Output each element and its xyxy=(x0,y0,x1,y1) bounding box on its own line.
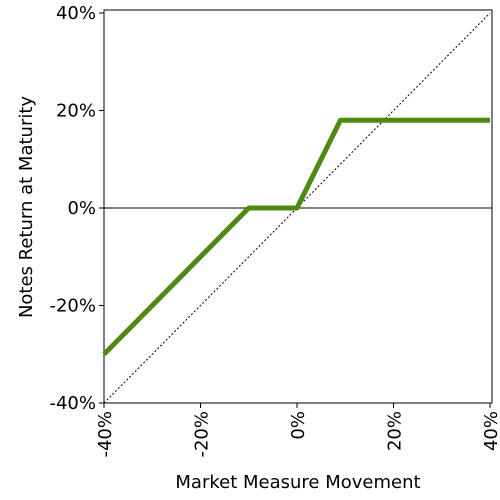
y-axis-title: Notes Return at Maturity xyxy=(16,96,37,318)
plot-frame xyxy=(103,9,493,404)
y-tick-label: 40% xyxy=(56,3,96,24)
x-tick-label: -20% xyxy=(192,411,213,458)
y-tick-label: 0% xyxy=(67,198,96,219)
y-tick-label: -20% xyxy=(49,296,96,317)
x-tick-label: -40% xyxy=(95,411,116,458)
payoff-line xyxy=(102,117,490,357)
y-tick-label: 20% xyxy=(56,101,96,122)
x-tick-label: 40% xyxy=(481,411,500,451)
x-axis-title: Market Measure Movement xyxy=(175,472,420,493)
x-tick-label: 20% xyxy=(385,411,406,451)
x-tick-label: 0% xyxy=(288,411,309,440)
y-tick-label: -40% xyxy=(49,393,96,414)
reference-line xyxy=(103,12,491,404)
